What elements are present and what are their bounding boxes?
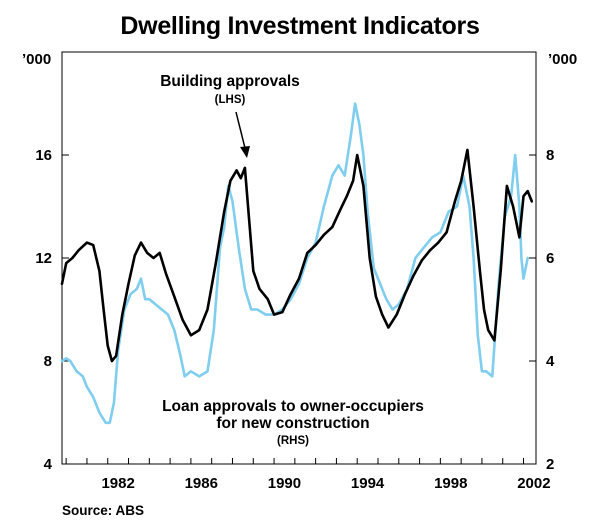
chart-title: Dwelling Investment Indicators: [120, 12, 480, 40]
x-axis-tick-label: 1990: [268, 475, 301, 492]
right-axis-tick-label: 2: [546, 456, 554, 473]
x-axis-tick-label: 1982: [101, 475, 134, 492]
x-axis-tick-label: 1994: [351, 475, 385, 492]
building-approvals-label: Building approvals: [160, 73, 300, 90]
right-axis-tick-label: 8: [546, 147, 554, 164]
left-axis-unit: ’000: [22, 51, 51, 68]
building-approvals-pointer: [235, 111, 246, 149]
loan-approvals-line: [60, 102, 530, 425]
loan-approvals-label-line1: Loan approvals to owner-occupiers: [162, 398, 424, 415]
x-axis-tick-label: 1998: [434, 475, 467, 492]
source-note: Source: ABS: [62, 503, 145, 518]
building-approvals-pointer-head: [240, 146, 250, 158]
x-axis-tick-label: 2002: [517, 475, 550, 492]
loan-approvals-axis-label: (RHS): [277, 435, 309, 447]
right-axis-unit: ’000: [548, 51, 577, 68]
right-axis-tick-label: 6: [546, 250, 554, 267]
building-approvals-line: [60, 148, 534, 363]
building-approvals-axis-label: (LHS): [215, 94, 246, 106]
left-axis-tick-label: 8: [44, 353, 52, 370]
left-axis-tick-label: 12: [35, 250, 52, 267]
right-axis-tick-label: 4: [546, 353, 555, 370]
left-axis-tick-label: 16: [35, 147, 52, 164]
left-axis-tick-label: 4: [44, 456, 53, 473]
x-axis-tick-label: 1986: [185, 475, 218, 492]
loan-approvals-label-line2: for new construction: [216, 415, 369, 432]
